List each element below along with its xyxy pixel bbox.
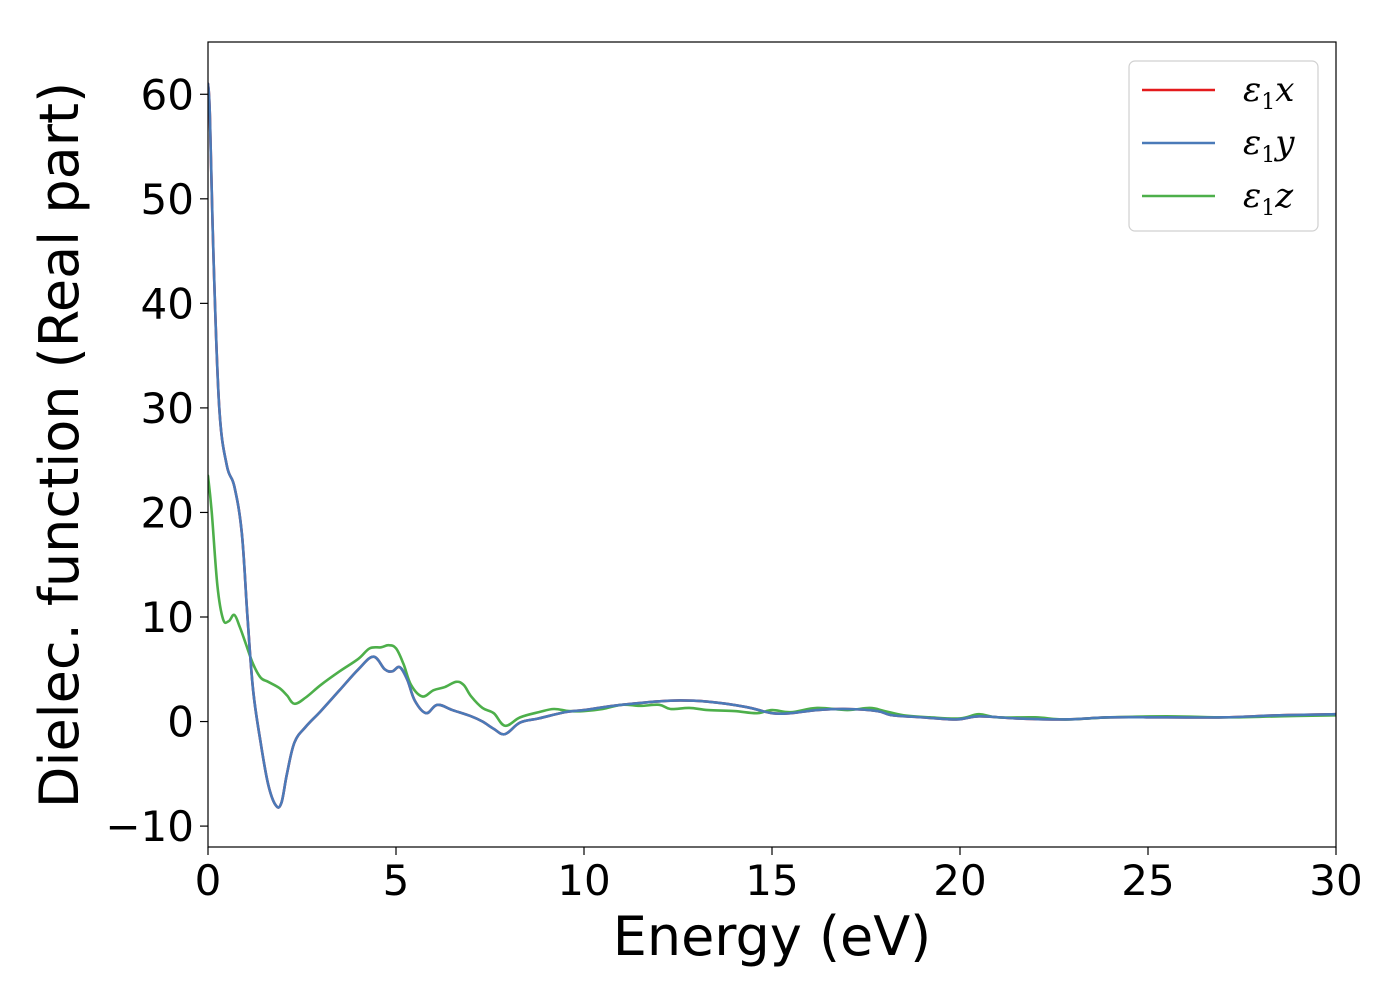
y-tick-label: 50 xyxy=(141,175,194,224)
x-tick-label: 25 xyxy=(1121,856,1174,905)
y-axis-title: Dielec. function (Real part) xyxy=(28,82,91,808)
y-tick-label: 0 xyxy=(167,698,194,747)
y-tick-label: 40 xyxy=(141,279,194,328)
legend: ε1x ε1y ε1z xyxy=(1128,60,1319,232)
x-tick-label: 20 xyxy=(933,856,986,905)
x-tick-label: 30 xyxy=(1309,856,1362,905)
x-tick-label: 0 xyxy=(195,856,222,905)
legend-box xyxy=(1128,60,1319,232)
legend-label-z: ε1z xyxy=(1243,176,1294,221)
y-axis-ticks: −10 0 10 20 30 40 50 60 xyxy=(105,70,208,851)
legend-label-y: ε1y xyxy=(1243,123,1295,168)
legend-items: ε1x ε1y ε1z xyxy=(1142,70,1295,221)
x-axis-title: Energy (eV) xyxy=(613,905,932,968)
y-tick-label: 10 xyxy=(141,593,194,642)
series-line-y xyxy=(208,82,1336,809)
y-tick-label: 20 xyxy=(141,488,194,537)
x-tick-label: 5 xyxy=(383,856,410,905)
legend-label-x: ε1x xyxy=(1243,70,1294,115)
y-tick-label: 30 xyxy=(141,384,194,433)
x-axis-ticks: 0 5 10 15 20 25 30 xyxy=(195,847,1363,905)
series-layer xyxy=(208,82,1336,809)
x-tick-label: 15 xyxy=(745,856,798,905)
y-tick-label: 60 xyxy=(141,70,194,119)
y-tick-label: −10 xyxy=(105,802,194,851)
x-tick-label: 10 xyxy=(557,856,610,905)
